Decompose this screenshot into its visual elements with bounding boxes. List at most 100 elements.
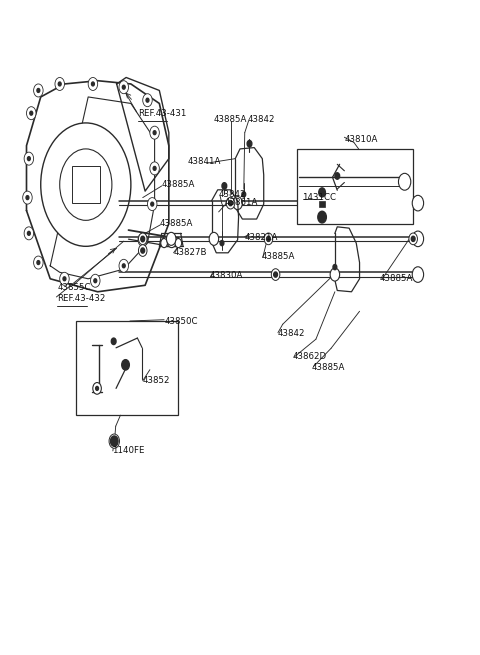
Text: 43855C: 43855C xyxy=(57,283,91,291)
Text: 43862D: 43862D xyxy=(292,352,326,361)
Circle shape xyxy=(151,202,154,206)
Circle shape xyxy=(26,107,36,120)
Circle shape xyxy=(58,82,61,86)
Circle shape xyxy=(27,157,30,160)
Circle shape xyxy=(96,386,98,390)
Circle shape xyxy=(110,436,118,446)
Circle shape xyxy=(122,85,125,89)
Circle shape xyxy=(226,197,235,209)
Bar xyxy=(76,321,179,415)
Circle shape xyxy=(37,261,40,265)
Text: 43861A: 43861A xyxy=(225,198,258,207)
Text: 43850C: 43850C xyxy=(164,316,198,326)
Circle shape xyxy=(138,233,147,245)
Circle shape xyxy=(41,123,131,246)
Text: 43842: 43842 xyxy=(219,190,246,199)
Circle shape xyxy=(333,265,337,270)
Circle shape xyxy=(122,360,129,370)
Circle shape xyxy=(26,196,29,200)
Circle shape xyxy=(55,77,64,90)
Circle shape xyxy=(167,234,177,248)
Text: 43810A: 43810A xyxy=(344,135,378,143)
Circle shape xyxy=(161,238,168,248)
Text: 43885A: 43885A xyxy=(380,274,413,284)
Circle shape xyxy=(24,227,34,240)
Circle shape xyxy=(153,131,156,135)
Circle shape xyxy=(60,149,112,220)
Circle shape xyxy=(242,192,246,197)
Circle shape xyxy=(411,236,415,242)
Text: 43885A: 43885A xyxy=(162,180,195,189)
Circle shape xyxy=(271,269,280,280)
Text: 1431CC: 1431CC xyxy=(301,193,336,202)
Circle shape xyxy=(228,200,232,206)
Circle shape xyxy=(247,140,252,147)
Circle shape xyxy=(150,162,159,175)
Bar xyxy=(297,149,413,223)
Circle shape xyxy=(34,256,43,269)
Circle shape xyxy=(147,198,157,211)
Circle shape xyxy=(27,231,30,235)
Circle shape xyxy=(23,191,32,204)
Circle shape xyxy=(175,238,181,248)
Circle shape xyxy=(138,233,147,246)
Circle shape xyxy=(94,279,96,283)
Circle shape xyxy=(109,434,120,448)
Circle shape xyxy=(63,277,66,281)
Circle shape xyxy=(318,212,326,223)
Circle shape xyxy=(93,383,101,394)
Circle shape xyxy=(412,267,424,282)
Circle shape xyxy=(141,248,144,253)
Circle shape xyxy=(153,166,156,170)
Text: 43885A: 43885A xyxy=(311,364,345,372)
Circle shape xyxy=(319,188,325,197)
Bar xyxy=(319,201,325,208)
Circle shape xyxy=(264,233,273,245)
Circle shape xyxy=(233,196,242,210)
Circle shape xyxy=(412,231,424,247)
Circle shape xyxy=(398,174,411,190)
Circle shape xyxy=(119,259,129,272)
Circle shape xyxy=(138,245,147,256)
Circle shape xyxy=(92,82,95,86)
Circle shape xyxy=(91,274,100,288)
Circle shape xyxy=(60,272,69,286)
Circle shape xyxy=(335,173,340,179)
Circle shape xyxy=(150,126,159,139)
Text: REF.43-431: REF.43-431 xyxy=(138,109,186,118)
Circle shape xyxy=(24,152,34,165)
Circle shape xyxy=(88,77,97,90)
Circle shape xyxy=(119,81,129,94)
Circle shape xyxy=(141,238,144,242)
Text: 43827B: 43827B xyxy=(174,248,207,257)
Text: 43821A: 43821A xyxy=(245,233,278,242)
Text: 43842: 43842 xyxy=(278,329,305,339)
Text: 43885A: 43885A xyxy=(261,252,295,261)
Circle shape xyxy=(122,264,125,268)
Circle shape xyxy=(141,236,144,242)
Text: 43841A: 43841A xyxy=(188,157,221,166)
Text: 43842: 43842 xyxy=(247,115,275,124)
Circle shape xyxy=(30,111,33,115)
Text: 43885A: 43885A xyxy=(159,219,192,228)
Circle shape xyxy=(274,272,277,277)
Circle shape xyxy=(412,195,424,211)
Circle shape xyxy=(220,240,224,246)
Circle shape xyxy=(167,233,176,246)
Circle shape xyxy=(330,268,340,281)
Circle shape xyxy=(37,88,40,92)
Circle shape xyxy=(409,233,418,245)
Circle shape xyxy=(266,236,270,242)
Text: 1140FE: 1140FE xyxy=(112,447,144,455)
Circle shape xyxy=(209,233,219,246)
Text: 43830A: 43830A xyxy=(209,271,242,280)
Text: 43852: 43852 xyxy=(143,376,170,385)
Circle shape xyxy=(34,84,43,97)
Circle shape xyxy=(222,183,227,189)
Text: REF.43-432: REF.43-432 xyxy=(57,294,106,303)
Circle shape xyxy=(143,94,152,107)
Text: 43885A: 43885A xyxy=(214,115,247,124)
Bar xyxy=(72,166,100,203)
Circle shape xyxy=(111,338,116,345)
Circle shape xyxy=(146,98,149,102)
